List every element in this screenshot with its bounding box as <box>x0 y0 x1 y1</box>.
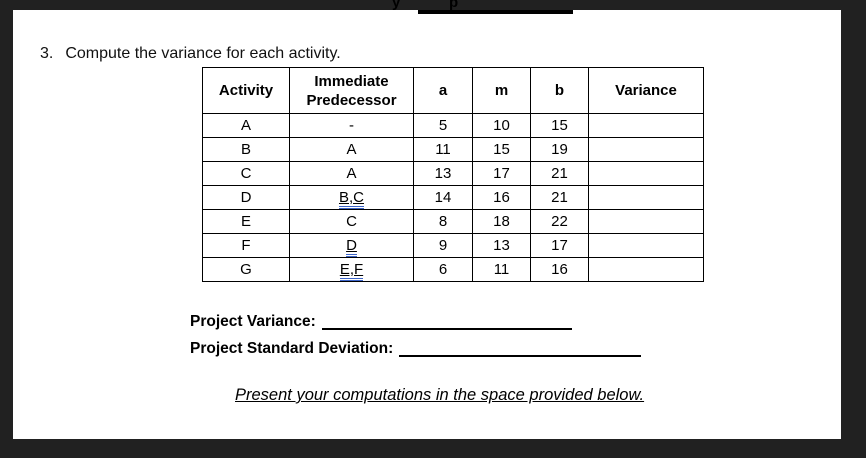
table-cell: 17 <box>472 161 531 186</box>
table-row: C A 13 17 21 <box>202 161 704 186</box>
table-row: E C 8 18 22 <box>202 209 704 234</box>
table-cell: 11 <box>472 257 531 282</box>
answer-fields: Project Variance: Project Standard Devia… <box>190 313 642 367</box>
table-cell: E,F <box>289 257 414 282</box>
table-cell: C <box>289 209 414 234</box>
table-cell <box>588 137 704 162</box>
table-cell: C <box>202 161 290 186</box>
table-cell: 15 <box>530 113 589 138</box>
col-header-b: b <box>530 67 589 114</box>
question-number: 3. <box>40 45 54 62</box>
linked-predecessor-text: B,C <box>338 189 364 209</box>
table-row: G E,F 6 11 16 <box>202 257 704 282</box>
activity-table-wrap: Activity Immediate Predecessor a m b Var… <box>202 67 704 282</box>
table-cell: - <box>289 113 414 138</box>
table-cell: A <box>289 161 414 186</box>
table-cell <box>588 113 704 138</box>
col-header-activity: Activity <box>202 67 290 114</box>
table-row: A -5 10 15 <box>202 113 704 138</box>
table-header-row: Activity Immediate Predecessor a m b Var… <box>202 67 704 114</box>
table-cell: G <box>202 257 290 282</box>
table-cell: 8 <box>413 209 473 234</box>
table-cell: 19 <box>530 137 589 162</box>
clipped-letter-fragment: p <box>449 0 459 10</box>
document-page[interactable]: 3. Compute the variance for each activity… <box>13 10 841 439</box>
question-text: Compute the variance for each activity. <box>65 45 341 62</box>
table-row: B A 11 15 19 <box>202 137 704 162</box>
table-cell: 21 <box>530 185 589 210</box>
table-cell: 11 <box>413 137 473 162</box>
table-cell: 9 <box>413 233 473 258</box>
col-header-m: m <box>472 67 531 114</box>
question-line: 3. Compute the variance for each activity… <box>40 44 341 64</box>
project-standard-deviation-label: Project Standard Deviation: <box>190 340 394 357</box>
table-row: D B,C 14 16 21 <box>202 185 704 210</box>
table-cell: B <box>202 137 290 162</box>
linked-predecessor-text: D <box>346 237 357 257</box>
table-cell: F <box>202 233 290 258</box>
table-cell: D <box>202 185 290 210</box>
table-cell: A <box>289 137 414 162</box>
table-row: F D 9 13 17 <box>202 233 704 258</box>
table-cell: D <box>289 233 414 258</box>
table-cell: E <box>202 209 290 234</box>
table-body: A -5 10 15 B A 11 15 19 C A 13 17 21 D B,C 14 16 21 E C 8 18 22… <box>202 113 704 282</box>
table-cell: 17 <box>530 233 589 258</box>
project-variance-blank[interactable] <box>321 314 572 330</box>
table-cell <box>588 161 704 186</box>
table-cell <box>588 233 704 258</box>
table-cell: 16 <box>472 185 531 210</box>
table-cell: 6 <box>413 257 473 282</box>
table-cell: B,C <box>289 185 414 210</box>
col-header-variance: Variance <box>588 67 704 114</box>
instruction-note: Present your computations in the space p… <box>235 386 645 404</box>
table-cell: 14 <box>413 185 473 210</box>
activity-table: Activity Immediate Predecessor a m b Var… <box>202 67 704 282</box>
project-variance-line: Project Variance: <box>190 313 641 335</box>
table-cell <box>588 185 704 210</box>
col-header-a: a <box>413 67 473 114</box>
col-header-immediate-predecessor: Immediate Predecessor <box>289 67 414 114</box>
clipped-blank-underline <box>418 10 573 14</box>
table-cell: 18 <box>472 209 531 234</box>
table-cell: 10 <box>472 113 531 138</box>
table-cell: 5 <box>413 113 473 138</box>
table-cell <box>588 209 704 234</box>
project-standard-deviation-line: Project Standard Deviation: <box>190 340 642 362</box>
table-cell: 16 <box>530 257 589 282</box>
table-cell: 22 <box>530 209 589 234</box>
project-variance-label: Project Variance: <box>190 313 316 330</box>
clipped-letter-fragment: y <box>392 0 401 10</box>
table-cell: 13 <box>413 161 473 186</box>
linked-predecessor-text: E,F <box>339 261 364 281</box>
table-cell: A <box>202 113 290 138</box>
clipped-text-fragments: y p <box>0 0 866 10</box>
table-cell: 21 <box>530 161 589 186</box>
table-cell: 15 <box>472 137 531 162</box>
table-cell: 13 <box>472 233 531 258</box>
project-standard-deviation-blank[interactable] <box>399 341 642 357</box>
table-cell <box>588 257 704 282</box>
